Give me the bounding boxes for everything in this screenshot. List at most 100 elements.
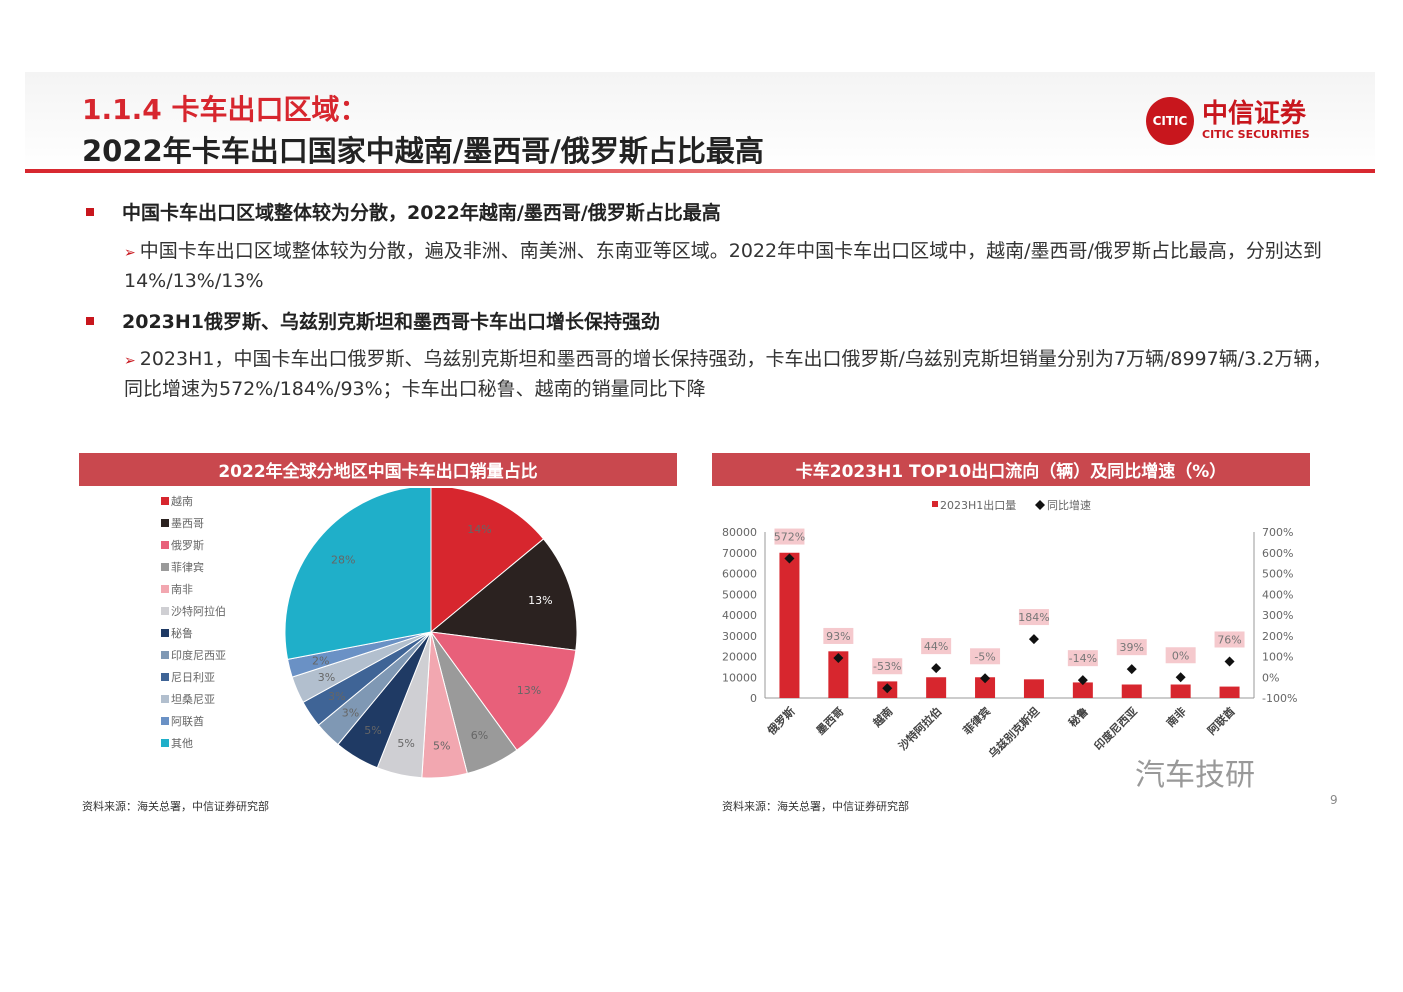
legend-swatch xyxy=(161,497,169,505)
growth-label: 44% xyxy=(924,640,948,653)
growth-label-bg xyxy=(1116,639,1147,656)
y2-tick-label: 300% xyxy=(1262,609,1293,622)
growth-marker-5 xyxy=(1028,634,1039,645)
pie-data-label: 14% xyxy=(467,523,491,536)
legend-label: 南非 xyxy=(171,583,193,596)
bar-0 xyxy=(779,552,800,698)
y2-tick-label: -100% xyxy=(1262,692,1297,705)
source-left: 资料来源：海关总署，中信证券研究部 xyxy=(82,800,269,813)
bullet-1-sub: ➢ 中国卡车出口区域整体较为分散，遍及非洲、南美洲、东南亚等区域。2022年中国卡… xyxy=(124,237,1334,295)
x-tick-label: 阿联酋 xyxy=(1204,704,1237,737)
legend-swatch xyxy=(161,541,169,549)
growth-label: 39% xyxy=(1120,641,1144,654)
growth-label-bg xyxy=(823,627,854,644)
bullet-2: 2023H1俄罗斯、乌兹别克斯坦和墨西哥卡车出口增长保持强劲 xyxy=(80,307,660,334)
growth-marker-9 xyxy=(1224,656,1235,667)
y2-tick-label: 400% xyxy=(1262,588,1293,601)
y2-tick-label: 100% xyxy=(1262,651,1293,664)
growth-marker-1 xyxy=(833,652,844,663)
page-title: 2022年卡车出口国家中越南/墨西哥/俄罗斯占比最高 xyxy=(82,134,764,168)
growth-label-bg xyxy=(1165,647,1196,664)
growth-label-bg xyxy=(774,528,805,545)
legend-label: 越南 xyxy=(171,494,193,508)
citic-logo-mark: CITIC xyxy=(1146,97,1194,145)
x-tick-label: 南非 xyxy=(1163,704,1188,729)
pie-slice-2 xyxy=(429,631,577,751)
pie-data-label: 3% xyxy=(342,707,359,720)
growth-marker-8 xyxy=(1175,672,1186,683)
bar-3 xyxy=(926,677,947,698)
x-tick-label: 俄罗斯 xyxy=(764,704,798,738)
bar-chart-title: 卡车2023H1 TOP10出口流向（辆）及同比增速（%） xyxy=(712,453,1310,486)
legend-swatch xyxy=(161,629,169,637)
y-tick-label: 80000 xyxy=(722,526,757,539)
legend-label: 尼日利亚 xyxy=(171,671,215,684)
legend-bar-label: 2023H1出口量 xyxy=(940,498,1016,512)
bullet-2-title: 2023H1俄罗斯、乌兹别克斯坦和墨西哥卡车出口增长保持强劲 xyxy=(122,311,661,333)
pie-data-label: 3% xyxy=(328,690,345,703)
bullet-1-text: 中国卡车出口区域整体较为分散，遍及非洲、南美洲、东南亚等区域。2022年中国卡车… xyxy=(124,240,1322,292)
pie-slice-0 xyxy=(430,488,545,634)
y2-tick-label: 200% xyxy=(1262,630,1293,643)
legend-diamond-icon xyxy=(1035,500,1045,510)
pie-chart: 14% 越南 13% 墨西哥 13% 俄罗斯 6% 菲律宾 5% 南非 5% 沙特阿拉伯 5% 秘鲁 3% 印… xyxy=(161,488,578,779)
growth-marker-0 xyxy=(784,553,795,564)
logo-en: CITIC SECURITIES xyxy=(1202,128,1310,141)
pie-slice-11 xyxy=(284,488,432,660)
y2-tick-label: 600% xyxy=(1262,547,1293,560)
x-tick-label: 秘鲁 xyxy=(1066,704,1091,729)
legend-swatch xyxy=(161,717,169,725)
growth-marker-6 xyxy=(1077,675,1088,686)
pie-data-label: 5% xyxy=(433,739,450,752)
x-tick-label: 越南 xyxy=(869,704,895,730)
y-tick-label: 30000 xyxy=(722,630,757,643)
y-tick-label: 70000 xyxy=(722,547,757,560)
pie-data-label: 13% xyxy=(517,684,541,697)
legend-swatch xyxy=(161,739,169,747)
legend-label: 墨西哥 xyxy=(171,517,204,530)
pie-data-label: 5% xyxy=(397,737,414,750)
bar-9 xyxy=(1219,686,1240,698)
bullet-2-sub: ➢ 2023H1，中国卡车出口俄罗斯、乌兹别克斯坦和墨西哥的增长保持强劲，卡车出口… xyxy=(124,345,1334,403)
legend-bar-swatch xyxy=(932,501,938,507)
legend-label: 秘鲁 xyxy=(171,626,193,640)
y2-tick-label: 500% xyxy=(1262,568,1293,581)
bar-8 xyxy=(1170,684,1191,698)
growth-label: 572% xyxy=(774,531,805,544)
growth-label: 0% xyxy=(1172,649,1189,662)
bar-chart: 2023H1出口量 同比增速 0 10000 20000 30000 40000 50000 6… xyxy=(722,498,1297,761)
legend-label: 坦桑尼亚 xyxy=(171,692,215,706)
x-tick-label: 沙特阿拉伯 xyxy=(895,704,944,753)
bullet-square-icon xyxy=(86,317,94,325)
bullet-1-title: 中国卡车出口区域整体较为分散，2022年越南/墨西哥/俄罗斯占比最高 xyxy=(122,202,721,224)
x-tick-label: 墨西哥 xyxy=(814,705,847,738)
legend-label: 俄罗斯 xyxy=(171,539,204,552)
legend-swatch xyxy=(161,563,169,571)
bullet-1: 中国卡车出口区域整体较为分散，2022年越南/墨西哥/俄罗斯占比最高 xyxy=(80,198,721,225)
y-tick-label: 60000 xyxy=(722,568,757,581)
bullet-2-text: 2023H1，中国卡车出口俄罗斯、乌兹别克斯坦和墨西哥的增长保持强劲，卡车出口俄… xyxy=(124,348,1332,400)
legend-label: 菲律宾 xyxy=(171,560,204,574)
growth-label-bg xyxy=(872,658,903,675)
legend-scatter-label: 同比增速 xyxy=(1047,498,1091,512)
legend-swatch xyxy=(161,651,169,659)
legend-swatch xyxy=(161,585,169,593)
x-tick-label: 印度尼西亚 xyxy=(1091,704,1140,753)
bullet-square-icon xyxy=(86,208,94,216)
source-right: 资料来源：海关总署，中信证券研究部 xyxy=(722,800,909,813)
legend-label: 印度尼西亚 xyxy=(171,648,226,662)
citic-logo: CITIC 中信证券 CITIC SECURITIES xyxy=(1146,97,1310,145)
growth-label: 76% xyxy=(1217,633,1241,646)
section-title: 1.1.4 卡车出口区域： xyxy=(82,93,368,126)
y-tick-label: 10000 xyxy=(722,671,757,684)
legend-label: 其他 xyxy=(171,737,193,750)
pie-data-label: 3% xyxy=(318,671,335,684)
logo-cn: 中信证券 xyxy=(1202,99,1307,129)
pie-slice-1 xyxy=(429,538,578,651)
legend-swatch xyxy=(161,519,169,527)
growth-marker-2 xyxy=(882,683,893,694)
legend-swatch xyxy=(161,673,169,681)
legend-label: 阿联酋 xyxy=(171,714,204,728)
arrow-icon: ➢ xyxy=(124,353,136,369)
bar-1 xyxy=(828,651,849,698)
